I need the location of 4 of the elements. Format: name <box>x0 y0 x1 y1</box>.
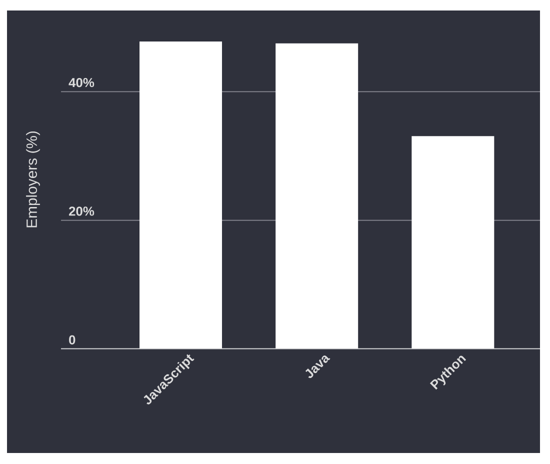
y-axis-title: Employers (%) <box>26 131 40 228</box>
y-tick-label: 20% <box>68 206 94 216</box>
y-tick-label: 40% <box>68 78 94 88</box>
y-tick-label: 0 <box>69 335 76 344</box>
